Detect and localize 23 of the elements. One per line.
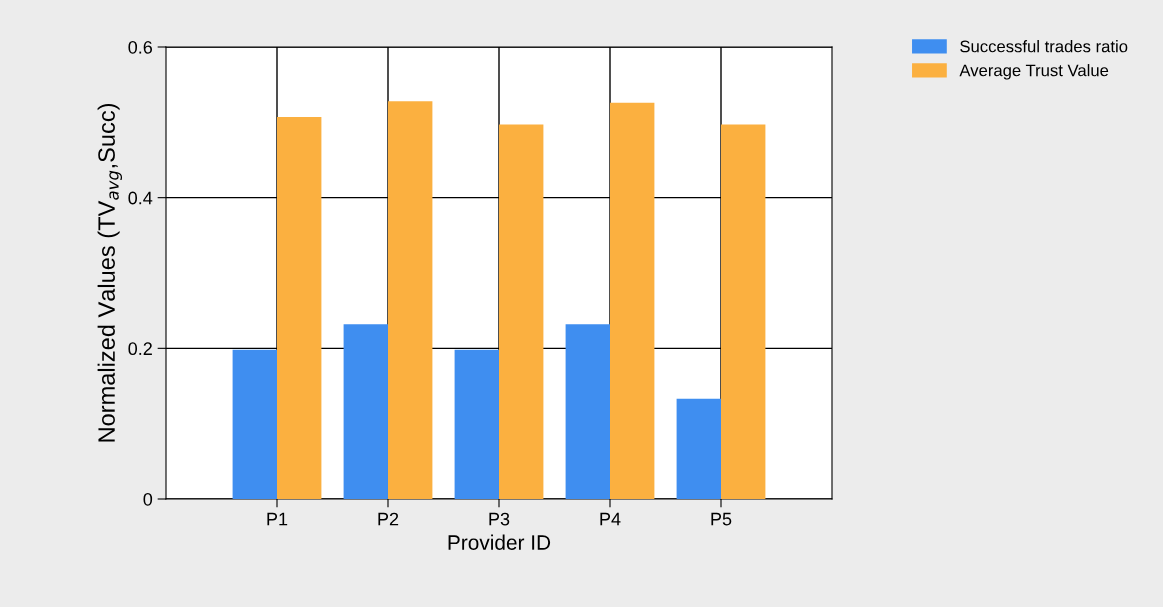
bar <box>610 102 655 499</box>
y-axis-title: Normalized Values (TV$_{avg}$,Succ) <box>97 104 123 442</box>
legend-label: Successful trades ratio <box>960 40 1128 53</box>
bar <box>454 349 499 499</box>
bar <box>277 117 322 499</box>
y-tick-label: 0.2 <box>128 342 152 356</box>
y-tick-label: 0.6 <box>128 40 153 54</box>
x-tick-label: P2 <box>378 512 399 526</box>
x-tick-label: P1 <box>267 512 288 526</box>
y-tick-label: 0 <box>143 492 153 506</box>
bar <box>721 124 766 499</box>
bar <box>388 101 433 499</box>
bar <box>232 349 277 499</box>
bar <box>343 324 388 499</box>
bar <box>676 398 721 499</box>
bar <box>565 324 610 499</box>
bar <box>499 124 544 499</box>
legend-label: Average Trust Value <box>959 64 1109 80</box>
x-tick-label: P5 <box>711 512 732 526</box>
x-tick-label: P3 <box>489 512 510 526</box>
x-tick-label: P4 <box>600 512 621 526</box>
y-tick-label: 0.4 <box>128 191 153 205</box>
x-axis-title: Provider ID <box>448 534 551 550</box>
